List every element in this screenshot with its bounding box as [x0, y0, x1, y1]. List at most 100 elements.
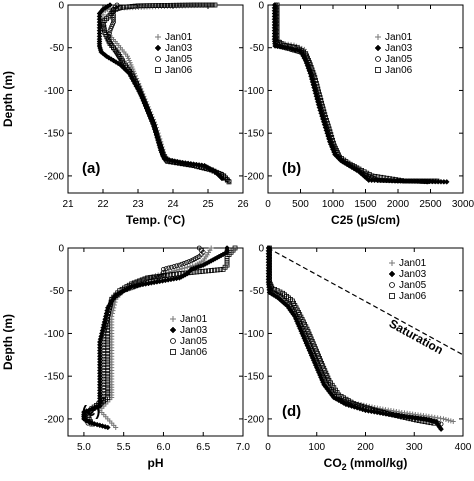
data-point	[105, 373, 111, 379]
data-point	[328, 132, 334, 138]
data-point	[170, 2, 176, 8]
data-point	[156, 3, 162, 8]
data-point	[324, 117, 329, 123]
legend-marker	[154, 44, 162, 52]
data-point	[308, 64, 314, 70]
data-point	[310, 341, 316, 347]
data-point	[151, 122, 157, 128]
data-point	[364, 405, 370, 411]
data-point	[144, 3, 150, 9]
x-tick-label: 2500	[419, 199, 442, 210]
data-point	[165, 3, 170, 8]
data-point	[107, 305, 113, 311]
data-point	[426, 178, 432, 184]
data-point	[319, 103, 325, 109]
data-point	[267, 251, 272, 257]
data-point	[129, 73, 135, 79]
data-point	[159, 147, 164, 152]
data-point	[182, 265, 188, 271]
legend-label: Jan05	[399, 280, 427, 291]
data-point	[212, 2, 218, 8]
data-point	[128, 70, 134, 76]
data-point	[199, 165, 204, 170]
data-point	[153, 274, 159, 280]
data-point	[159, 149, 165, 155]
data-point	[340, 158, 346, 164]
data-point	[209, 268, 214, 273]
data-point	[434, 178, 440, 184]
data-point	[188, 2, 194, 8]
data-point	[110, 21, 116, 27]
data-point	[370, 407, 375, 412]
data-point	[176, 271, 182, 277]
data-point	[274, 5, 280, 11]
legend-marker	[170, 338, 176, 344]
data-point	[321, 109, 327, 115]
legend-marker	[170, 316, 176, 322]
legend-label: Jan03	[385, 43, 413, 54]
data-point	[185, 162, 191, 168]
data-point	[179, 261, 185, 267]
data-point	[274, 288, 280, 294]
legend-marker	[388, 270, 396, 278]
data-point	[105, 362, 111, 368]
data-point	[435, 415, 441, 421]
data-point	[106, 311, 111, 316]
data-point	[336, 397, 342, 402]
data-point	[425, 419, 431, 425]
data-point	[132, 3, 138, 9]
data-point	[309, 75, 315, 81]
data-point	[443, 179, 450, 185]
data-point	[323, 370, 329, 376]
x-tick-label: 300	[406, 442, 423, 453]
data-point	[168, 159, 174, 165]
y-tick-label: 0	[258, 1, 264, 12]
data-point	[274, 22, 280, 28]
legend-label: Jan06	[399, 291, 427, 302]
data-point	[105, 387, 111, 393]
data-point	[153, 130, 159, 136]
data-point	[132, 78, 138, 84]
data-point	[176, 2, 182, 8]
data-point	[166, 265, 172, 271]
data-point	[105, 365, 111, 371]
data-point	[200, 268, 206, 274]
x-tick-label: 23	[132, 199, 144, 210]
x-tick-label: 1500	[354, 199, 377, 210]
data-point	[182, 270, 188, 276]
data-point	[214, 267, 220, 273]
panel-label: (b)	[282, 160, 301, 177]
data-point	[206, 166, 212, 172]
data-point	[213, 169, 219, 175]
data-point	[155, 136, 161, 142]
data-point	[105, 345, 111, 351]
data-point	[105, 322, 111, 328]
data-point	[432, 414, 438, 420]
data-point	[163, 266, 169, 272]
series-jan05	[105, 2, 232, 184]
data-point	[194, 2, 200, 8]
series-jan05	[273, 2, 430, 185]
x-tick-label: 0	[265, 442, 271, 453]
data-point	[324, 373, 330, 378]
data-point	[162, 3, 167, 8]
data-point	[179, 266, 185, 272]
y-tick-label: -50	[50, 43, 65, 54]
data-point	[366, 172, 372, 177]
data-point	[408, 416, 414, 422]
y-tick-label: -50	[250, 43, 265, 54]
x-axis-title: Temp. (°C)	[126, 213, 185, 227]
data-point	[272, 287, 277, 292]
legend-marker	[389, 260, 395, 266]
data-point	[105, 356, 111, 362]
data-point	[284, 43, 290, 49]
data-point	[312, 75, 318, 81]
data-point	[318, 358, 323, 364]
x-tick-label: 200	[357, 442, 374, 453]
data-point	[159, 273, 165, 279]
data-point	[324, 120, 330, 126]
x-axis-title: C25 (µS/cm)	[331, 213, 400, 227]
data-point	[105, 379, 111, 385]
data-point	[171, 272, 176, 277]
data-point	[142, 276, 148, 282]
